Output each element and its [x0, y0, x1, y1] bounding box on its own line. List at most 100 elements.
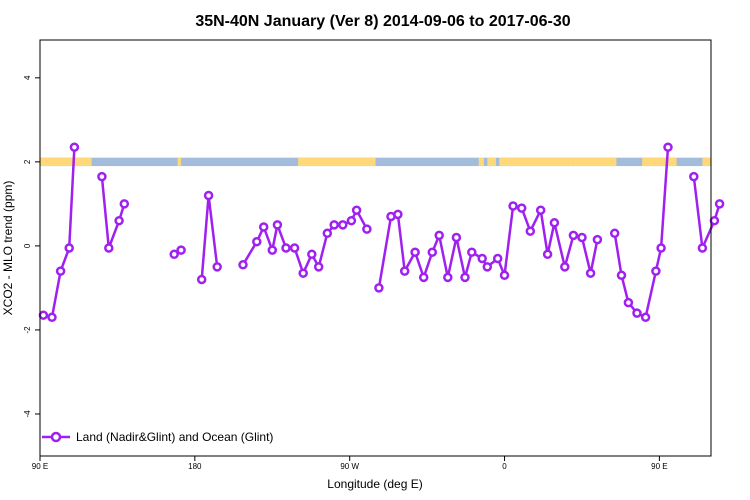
data-point — [508, 201, 518, 211]
series-line — [692, 176, 721, 250]
y-axis-label: XCO2 - MLO trend (ppm) — [1, 181, 15, 316]
plot-frame — [39, 39, 712, 457]
series-line — [377, 204, 599, 289]
x-tick-label: 180 — [188, 462, 202, 471]
data-point — [499, 270, 510, 281]
legend-label: Land (Nadir&Glint) and Ocean (Glint) — [76, 430, 273, 444]
data-point — [196, 274, 207, 285]
data-point — [623, 297, 634, 308]
data-point — [482, 262, 493, 272]
data-point — [97, 171, 107, 182]
chart-title: 35N-40N January (Ver 8) 2014-09-06 to 20… — [195, 13, 570, 30]
data-point — [298, 268, 308, 278]
data-point — [64, 243, 74, 253]
land-segment — [499, 157, 574, 167]
data-point — [267, 245, 278, 255]
data-point — [434, 230, 444, 241]
legend: Land (Nadir&Glint) and Ocean (Glint) — [42, 430, 273, 444]
data-point — [313, 262, 324, 272]
series-line — [613, 147, 670, 319]
data-point — [656, 243, 666, 253]
data-point — [119, 199, 130, 209]
data-point — [114, 215, 124, 226]
data-point — [351, 205, 362, 215]
data-point — [104, 243, 114, 253]
data-point — [577, 232, 587, 243]
data-point — [609, 228, 620, 239]
data-point — [418, 272, 429, 283]
data-point — [451, 232, 462, 243]
data-point — [289, 243, 300, 253]
data-point — [69, 142, 80, 152]
land-segment — [702, 157, 711, 167]
x-tick-label: 90 W — [340, 462, 359, 471]
data-point — [477, 253, 487, 264]
data-point — [525, 226, 536, 236]
data-point — [307, 249, 317, 260]
data-point — [212, 262, 222, 272]
data-point — [714, 199, 725, 209]
data-point — [549, 218, 560, 228]
data-point — [55, 266, 66, 276]
x-axis-label: Longitude (deg E) — [327, 477, 422, 491]
y-tick-label: -2 — [23, 326, 32, 334]
data-point — [492, 253, 503, 264]
land-ocean-band — [40, 157, 711, 167]
legend-marker — [50, 431, 62, 443]
x-tick-label: 90 E — [32, 462, 48, 471]
y-tick-label: -4 — [23, 410, 32, 418]
data-point — [516, 203, 527, 213]
data-point — [272, 220, 283, 230]
data-point — [585, 268, 596, 278]
series-line — [100, 176, 126, 250]
data-point — [203, 190, 214, 201]
y-tick-label: 2 — [23, 159, 32, 164]
data-point — [632, 308, 642, 318]
data-point — [427, 247, 438, 257]
data-point — [568, 230, 579, 241]
data-point — [346, 215, 357, 226]
data-point — [322, 228, 333, 239]
data-point — [535, 205, 546, 215]
data-point — [362, 224, 372, 234]
series-line — [241, 208, 368, 275]
land-segment — [177, 157, 182, 167]
data-point — [663, 142, 673, 152]
y-axis: -4 -2 0 2 4 — [23, 75, 40, 418]
data-point — [592, 234, 603, 245]
data-point — [651, 266, 661, 276]
land-segment — [573, 157, 617, 167]
data-point — [252, 236, 262, 247]
data-point — [467, 247, 477, 257]
series-line — [43, 147, 76, 319]
land-segment — [642, 157, 677, 167]
data-point — [399, 266, 410, 276]
data-point — [374, 283, 384, 293]
data-point — [709, 215, 720, 226]
land-segment — [298, 157, 376, 167]
series-layer — [38, 142, 725, 323]
data-point — [238, 260, 248, 270]
data-point — [47, 312, 57, 323]
data-point — [258, 222, 269, 232]
data-point — [281, 243, 291, 253]
data-point — [542, 249, 553, 260]
y-tick-label: 4 — [23, 75, 32, 80]
x-tick-label: 90 E — [651, 462, 667, 471]
data-point — [338, 220, 348, 230]
data-point — [393, 209, 403, 220]
data-point — [169, 249, 179, 260]
data-point — [697, 243, 708, 253]
data-point — [443, 272, 453, 283]
data-point — [640, 312, 651, 323]
data-point — [560, 262, 570, 272]
data-point — [689, 171, 699, 182]
land-segment — [478, 157, 484, 167]
data-point — [616, 270, 627, 281]
y-tick-label: 0 — [23, 243, 32, 248]
data-point — [176, 245, 186, 255]
data-point — [410, 247, 420, 257]
x-tick-label: 0 — [502, 462, 507, 471]
